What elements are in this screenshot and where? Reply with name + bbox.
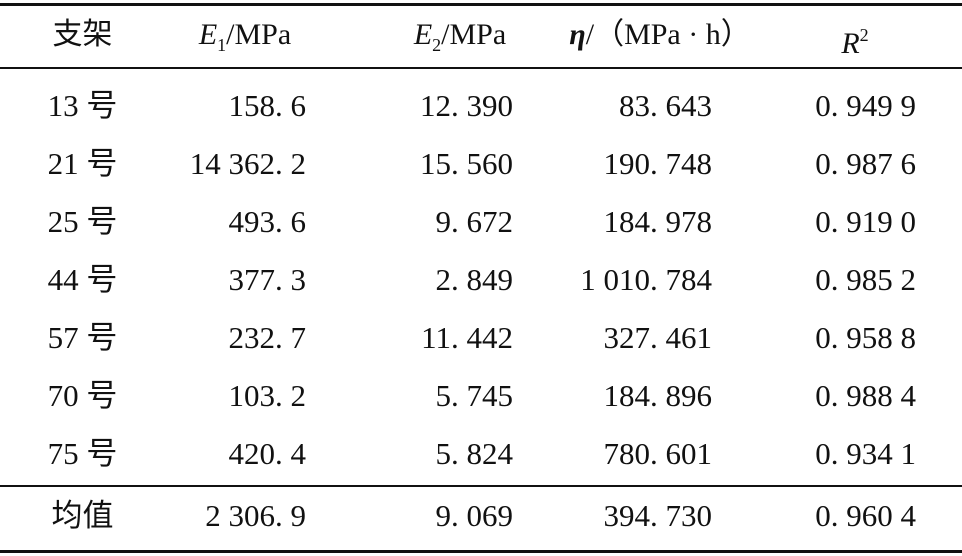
header-e2-subscript: 2 [432, 35, 442, 55]
eta-value: 1 010. 784 [580, 262, 712, 297]
table-row: 75 号 420. 4 5. 824 780. 601 0. 934 1 [0, 425, 962, 483]
header-rule [0, 67, 962, 69]
table-row: 57 号 232. 7 11. 442 327. 461 0. 958 8 [0, 309, 962, 367]
support-id: 25 号 [47, 204, 118, 239]
eta-value: 184. 896 [603, 378, 713, 413]
table-row: 70 号 103. 2 5. 745 184. 896 0. 988 4 [0, 367, 962, 425]
header-eta: η/（MPa · h） [560, 6, 760, 64]
mean-e2-value: 9. 069 [435, 498, 514, 533]
support-id: 21 号 [47, 146, 118, 181]
mean-row: 均值 2 306. 9 9. 069 394. 730 0. 960 4 [0, 487, 962, 545]
e1-value: 420. 4 [228, 436, 307, 471]
support-id: 70 号 [47, 378, 118, 413]
e2-value: 9. 672 [435, 204, 514, 239]
eta-value: 184. 978 [603, 204, 713, 239]
mean-label: 均值 [51, 498, 114, 533]
support-id: 13 号 [47, 88, 118, 123]
r2-value: 0. 919 0 [815, 204, 916, 239]
e1-value: 232. 7 [228, 320, 307, 355]
header-eta-unit: /（MPa · h） [585, 18, 751, 51]
top-rule [0, 3, 962, 6]
bottom-rule [0, 550, 962, 553]
header-e1-unit: /MPa [226, 18, 292, 51]
header-r2-symbol: R [841, 27, 860, 60]
header-e2: E2/MPa [380, 6, 540, 64]
r2-value: 0. 985 2 [815, 262, 916, 297]
header-e2-unit: /MPa [441, 18, 507, 51]
table-row: 44 号 377. 3 2. 849 1 010. 784 0. 985 2 [0, 251, 962, 309]
support-id: 44 号 [47, 262, 118, 297]
mean-e1-value: 2 306. 9 [205, 498, 306, 533]
mean-rule [0, 485, 962, 487]
support-id: 57 号 [47, 320, 118, 355]
e1-value: 103. 2 [228, 378, 307, 413]
e2-value: 12. 390 [420, 88, 513, 123]
r2-value: 0. 988 4 [815, 378, 916, 413]
mean-r2-value: 0. 960 4 [815, 498, 916, 533]
r2-value: 0. 949 9 [815, 88, 916, 123]
header-support: 支架 [52, 18, 113, 51]
e2-value: 2. 849 [435, 262, 514, 297]
mean-eta-value: 394. 730 [603, 498, 713, 533]
eta-value: 780. 601 [603, 436, 713, 471]
e2-value: 11. 442 [421, 320, 513, 355]
header-e1-symbol: E [198, 18, 218, 51]
eta-value: 83. 643 [619, 88, 712, 123]
e1-value: 493. 6 [228, 204, 307, 239]
e2-value: 15. 560 [420, 146, 513, 181]
header-r2: R2 [800, 6, 910, 64]
header-row: 支架 E1/MPa E2/MPa η/（MPa · h） R2 [0, 6, 962, 64]
e1-value: 14 362. 2 [189, 146, 306, 181]
table-row: 13 号 158. 6 12. 390 83. 643 0. 949 9 [0, 77, 962, 135]
eta-value: 190. 748 [603, 146, 713, 181]
support-id: 75 号 [47, 436, 118, 471]
header-eta-symbol: η [569, 18, 586, 51]
r2-value: 0. 987 6 [815, 146, 916, 181]
eta-value: 327. 461 [603, 320, 713, 355]
e1-value: 158. 6 [228, 88, 307, 123]
r2-value: 0. 934 1 [815, 436, 916, 471]
header-e1-subscript: 1 [217, 35, 227, 55]
header-r2-superscript: 2 [859, 25, 869, 45]
header-e1: E1/MPa [170, 6, 320, 64]
table-row: 25 号 493. 6 9. 672 184. 978 0. 919 0 [0, 193, 962, 251]
header-e2-symbol: E [413, 18, 433, 51]
e1-value: 377. 3 [228, 262, 307, 297]
r2-value: 0. 958 8 [815, 320, 916, 355]
e2-value: 5. 824 [435, 436, 514, 471]
e2-value: 5. 745 [435, 378, 514, 413]
table-row: 21 号 14 362. 2 15. 560 190. 748 0. 987 6 [0, 135, 962, 193]
